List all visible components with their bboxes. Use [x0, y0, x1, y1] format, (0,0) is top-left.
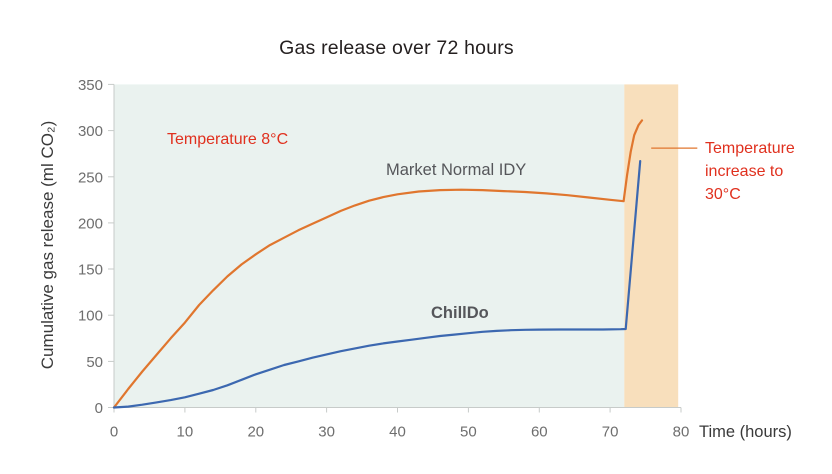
x-tick-label: 0	[110, 424, 118, 441]
x-tick-label: 10	[177, 424, 194, 441]
chart-title: Gas release over 72 hours	[279, 37, 514, 59]
region-label-temperature-increase-30c: Temperature increase to 30°C	[705, 140, 795, 203]
x-axis-title: Time (hours)	[699, 423, 792, 441]
x-tick-label: 80	[673, 424, 690, 441]
x-tick-label: 30	[318, 424, 335, 441]
x-tick-label: 20	[247, 424, 264, 441]
temperature-region-0	[114, 84, 625, 408]
y-tick-label: 150	[78, 262, 103, 279]
y-tick-label: 0	[95, 400, 103, 417]
y-axis-title: Cumulative gas release (ml CO₂)	[38, 120, 57, 370]
y-tick-label: 50	[86, 354, 103, 371]
y-tick-label: 100	[78, 308, 103, 325]
x-tick-label: 40	[389, 424, 406, 441]
series-label-market-normal-idy: Market Normal IDY	[386, 161, 527, 179]
series-line-0	[112, 119, 644, 409]
region-label-temperature-8c: Temperature 8°C	[167, 131, 289, 148]
y-tick-label: 200	[78, 215, 103, 232]
series-label-chilldo: ChillDo	[431, 304, 489, 322]
series-line-1	[112, 160, 642, 409]
x-tick-label: 70	[602, 424, 619, 441]
y-tick-label: 300	[78, 123, 103, 140]
x-tick-label: 50	[460, 424, 477, 441]
x-tick-label: 60	[531, 424, 548, 441]
y-tick-label: 250	[78, 169, 103, 186]
y-tick-label: 350	[78, 77, 103, 94]
